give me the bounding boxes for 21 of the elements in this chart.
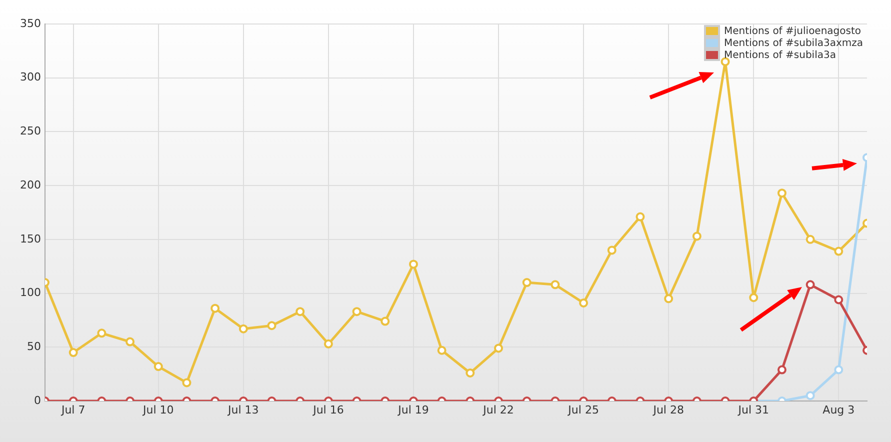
- y-tick-label: 0: [34, 394, 41, 407]
- x-tick-label: Jul 28: [652, 403, 684, 416]
- x-tick-label: Jul 25: [567, 403, 599, 416]
- legend-label: Mentions of #julioenagosto: [724, 26, 862, 36]
- x-tick-label: Jul 7: [60, 403, 86, 416]
- legend-label: Mentions of #subila3axmza: [724, 38, 863, 48]
- y-tick-label: 250: [20, 124, 41, 138]
- y-tick-label: 150: [20, 232, 41, 246]
- y-tick-label: 300: [20, 70, 41, 84]
- y-tick-label: 350: [20, 16, 41, 30]
- x-tick-label: Jul 13: [227, 403, 259, 416]
- x-tick-label: Jul 19: [397, 403, 429, 416]
- y-tick-label: 50: [27, 340, 41, 353]
- x-tick-label: Jul 22: [482, 403, 514, 416]
- y-tick-label: 100: [20, 286, 41, 300]
- x-tick-label: Jul 10: [142, 403, 174, 416]
- x-tick-label: Aug 3: [822, 403, 855, 416]
- x-tick-label: Jul 31: [737, 403, 770, 416]
- y-tick-label: 200: [20, 178, 41, 192]
- legend-label: Mentions of #subila3a: [724, 50, 836, 60]
- x-tick-label: Jul 16: [312, 403, 344, 416]
